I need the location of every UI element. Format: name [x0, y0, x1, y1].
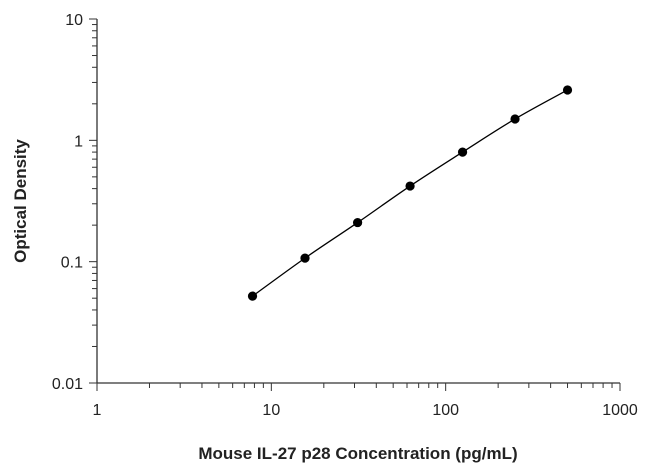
data-point: [247, 291, 258, 301]
data-point: [510, 114, 520, 124]
x-tick-label: 10: [262, 402, 280, 419]
y-tick-label: 0.1: [61, 255, 83, 272]
y-tick-label: 10: [65, 12, 83, 29]
x-axis-title: Mouse IL-27 p28 Concentration (pg/mL): [198, 444, 517, 463]
x-tick-label: 1000: [602, 402, 638, 419]
data-point: [562, 85, 573, 95]
data-point: [300, 253, 310, 263]
fit-curve: [252, 89, 568, 297]
data-point: [457, 147, 468, 157]
data-point: [405, 181, 415, 191]
x-tick-label: 100: [432, 402, 459, 419]
y-axis-title: Optical Density: [11, 139, 30, 263]
data-point: [353, 217, 363, 228]
y-tick-label: 0.01: [52, 376, 83, 393]
y-tick-label: 1: [74, 133, 83, 150]
plot-area: 1 10 100 1000 0.01 0.1 1 10: [52, 12, 638, 419]
x-tick-label: 1: [93, 402, 102, 419]
